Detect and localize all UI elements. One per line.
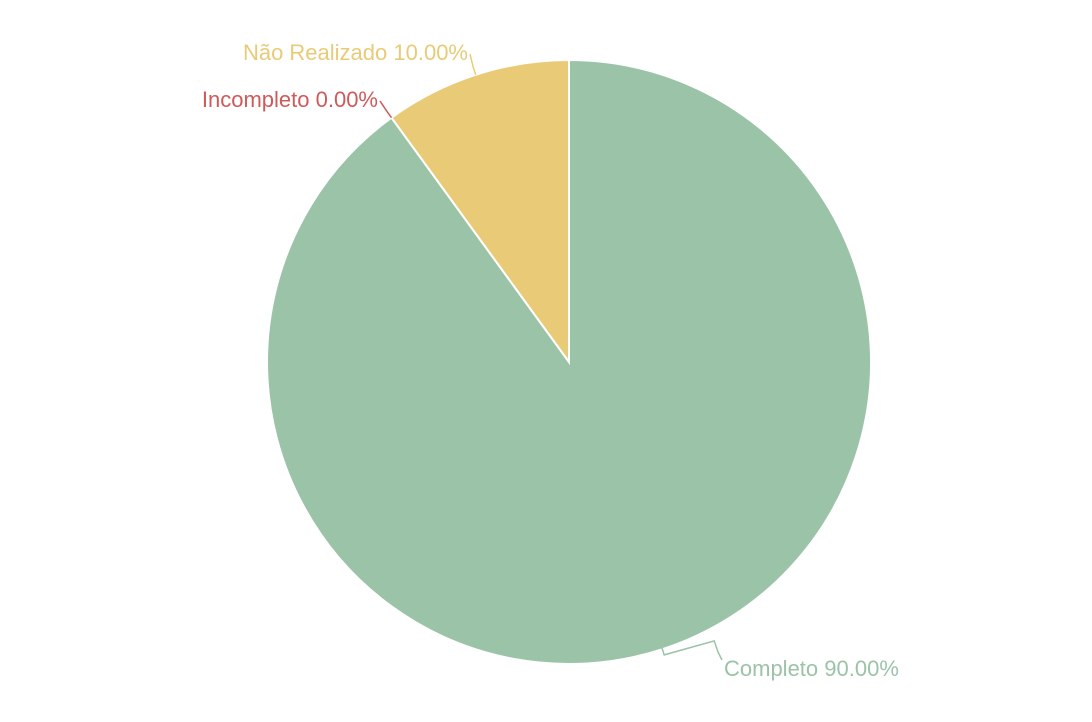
slice-label-incompleto: Incompleto 0.00% [202,87,378,112]
slice-label-completo: Completo 90.00% [724,656,899,681]
leader-line-completo [659,639,723,661]
slice-label-nao-realizado: Não Realizado 10.00% [243,40,468,65]
pie-labels: Completo 90.00% Incompleto 0.00% Não Reali… [202,40,899,681]
leader-line-incompleto [379,100,393,119]
leader-line-nao-realizado [469,53,477,76]
pie-slices [266,58,872,665]
